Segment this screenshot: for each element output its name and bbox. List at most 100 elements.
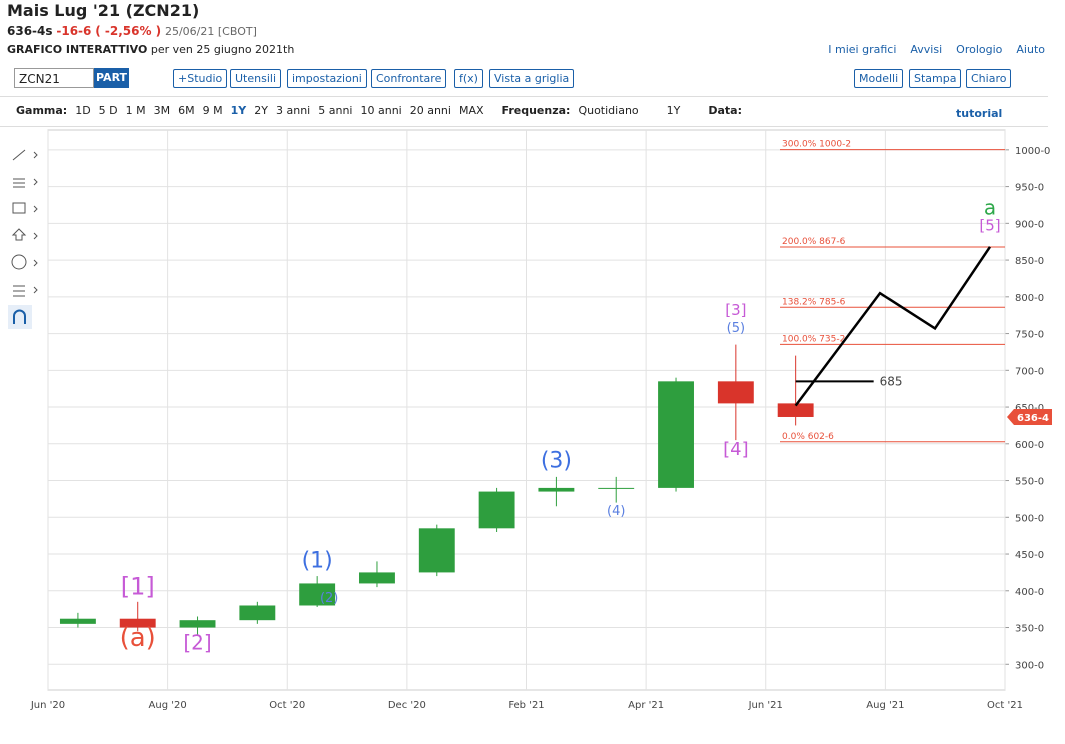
period-select[interactable]: 1Y <box>666 104 681 117</box>
range-option[interactable]: 1Y <box>230 104 247 117</box>
wave-label: [1] <box>121 572 155 600</box>
y-tick-label: 300-0 <box>1015 660 1044 671</box>
wave-label: [3] <box>725 301 746 319</box>
link[interactable]: Aiuto <box>1016 43 1045 56</box>
toolbar-button[interactable]: Vista a griglia <box>489 69 575 88</box>
x-tick-label: Jun '21 <box>748 700 783 711</box>
candle-body <box>598 487 635 489</box>
tool-icons <box>8 149 38 329</box>
frequency-select[interactable]: Quotidiano <box>578 104 639 117</box>
y-tick-label: 350-0 <box>1015 624 1044 635</box>
link[interactable]: I miei grafici <box>828 43 897 56</box>
icon <box>8 305 32 329</box>
symbol-input[interactable]: ZCN21 <box>14 68 94 88</box>
y-tick-label: 750-0 <box>1015 330 1044 341</box>
change-pct: ( -2,56% ) <box>95 24 162 38</box>
wave-label: [5] <box>979 217 1000 235</box>
fib-label: 300.0% 1000-2 <box>782 140 851 150</box>
y-tick-label: 600-0 <box>1015 440 1044 451</box>
y-tick-label: 900-0 <box>1015 219 1044 230</box>
candle-body <box>538 487 575 492</box>
mode-date: per ven 25 giugno 2021th <box>150 43 295 56</box>
target-label: 685 <box>880 374 903 388</box>
icon <box>13 178 25 188</box>
range-option[interactable]: 5 D <box>98 104 118 117</box>
last: 636-4s <box>7 24 53 38</box>
wave-label: [4] <box>723 439 749 460</box>
wave-label: a <box>984 196 996 220</box>
range-option[interactable]: 1D <box>75 104 91 117</box>
icon <box>11 228 27 241</box>
icon <box>13 309 26 324</box>
wave-label: [2] <box>183 631 211 655</box>
candle-body <box>777 403 814 417</box>
range-option[interactable]: MAX <box>458 104 484 117</box>
y-tick-label: 650-0 <box>1015 403 1044 414</box>
x-tick-label: Apr '21 <box>628 700 664 711</box>
candle-body <box>359 572 395 584</box>
x-tick-label: Aug '20 <box>149 700 187 711</box>
toolbar-button[interactable]: Confrontare <box>371 69 447 88</box>
icon <box>12 202 26 214</box>
mode-label: GRAFICO INTERATTIVO <box>7 43 148 56</box>
tutorial[interactable]: tutorial <box>956 107 1003 120</box>
range-option[interactable]: 3M <box>153 104 171 117</box>
quote: 636-4s -16-6 ( -2,56% ) 25/06/21 [CBOT] <box>7 24 257 38</box>
x-tick-label: Feb '21 <box>508 700 544 711</box>
wave-label: (a) <box>120 623 156 653</box>
toolbar-button[interactable]: impostazioni <box>287 69 367 88</box>
toolbar-button[interactable]: Utensili <box>230 69 282 88</box>
candle-body <box>717 381 754 404</box>
link[interactable]: Avvisi <box>910 43 943 56</box>
toolbar-button[interactable]: Chiaro <box>966 69 1012 88</box>
range-option[interactable]: 20 anni <box>409 104 451 117</box>
title: Mais Lug '21 (ZCN21) <box>7 1 200 20</box>
toolbar-button[interactable]: Modelli <box>854 69 904 88</box>
candle-body <box>299 583 336 606</box>
y-tick-label: 700-0 <box>1015 366 1044 377</box>
range-option[interactable]: 2Y <box>254 104 268 117</box>
date-label: Data: <box>708 104 743 117</box>
candle-body <box>179 620 216 628</box>
range-option[interactable]: 9 M <box>202 104 223 117</box>
range-option[interactable]: 3 anni <box>275 104 311 117</box>
chart: 300-0 350-0 400-0 450-0 500-0 550-0 600-0 650-0… <box>8 129 1052 711</box>
icon <box>11 254 27 270</box>
toolbar-button[interactable]: f(x) <box>454 69 483 88</box>
projection <box>794 246 992 407</box>
fib-label: 200.0% 867-6 <box>782 237 846 247</box>
link[interactable]: Orologio <box>956 43 1003 56</box>
toolbar-button[interactable]: +Studio <box>173 69 228 88</box>
part-badge[interactable]: PART <box>94 68 130 88</box>
x-tick-label: Jun '20 <box>30 700 65 711</box>
range-option[interactable]: 6M <box>178 104 195 117</box>
divider <box>0 126 1048 127</box>
candle-body <box>119 618 156 628</box>
range-label: Gamma: <box>16 104 68 117</box>
toolbar-button[interactable]: Stampa <box>909 69 962 88</box>
wave-label: (2) <box>320 591 338 606</box>
wave-label: (5) <box>727 321 745 336</box>
range-bar: Gamma: 1D 5 D 1 M 3M 6M 9 M 1Y 2Y 3 anni 5 anni 10 … <box>16 104 742 117</box>
x-tick-label: Aug '21 <box>866 700 904 711</box>
change: -16-6 <box>56 24 92 38</box>
icon <box>12 149 26 161</box>
icon <box>13 285 25 297</box>
y-tick-label: 950-0 <box>1015 183 1044 194</box>
last-price-label: 636-4 <box>1017 413 1049 424</box>
y-tick-label: 800-0 <box>1015 293 1044 304</box>
wave-label: (4) <box>607 504 625 519</box>
range-option[interactable]: 10 anni <box>360 104 402 117</box>
candle-body <box>418 528 455 573</box>
y-tick-label: 1000-0 <box>1015 146 1050 157</box>
range-option[interactable]: 5 anni <box>318 104 353 117</box>
range-option[interactable]: 1 M <box>125 104 146 117</box>
frequency-label: Frequenza: <box>501 104 571 117</box>
fib-label: 100.0% 735-2 <box>782 334 845 344</box>
icon <box>33 151 38 294</box>
candle-body <box>658 381 694 488</box>
y-tick-label: 500-0 <box>1015 513 1044 524</box>
wave-label: (3) <box>541 448 572 473</box>
x-tick-label: Oct '20 <box>269 700 305 711</box>
